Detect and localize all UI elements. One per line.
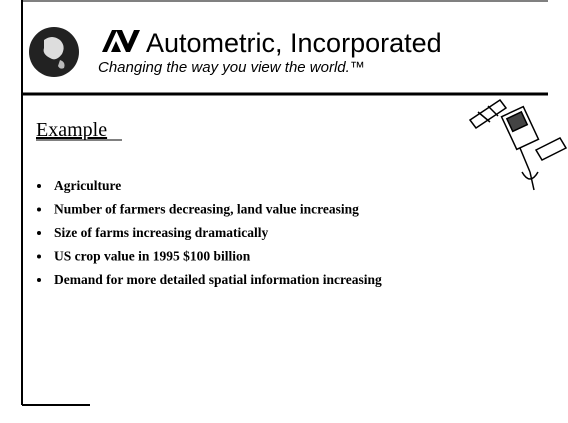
bullet-text: Number of farmers decreasing, land value…	[54, 202, 359, 217]
bullet-dot	[37, 231, 41, 235]
page: Autometric, Incorporated Changing the wa…	[0, 0, 568, 423]
bullet-text: US crop value in 1995 $100 billion	[54, 249, 251, 264]
bullet-text: Demand for more detailed spatial informa…	[54, 272, 382, 287]
bullet-text: Agriculture	[54, 178, 121, 193]
company-name: Autometric, Incorporated	[146, 28, 442, 58]
bullet-dot	[37, 184, 41, 188]
bullet-dot	[37, 255, 41, 259]
slide: Autometric, Incorporated Changing the wa…	[0, 0, 568, 423]
bullet-list: Agriculture Number of farmers decreasing,…	[37, 178, 382, 287]
bullet-text: Size of farms increasing dramatically	[54, 225, 268, 240]
bullet-dot	[37, 278, 41, 282]
slide-heading: Example	[36, 119, 107, 141]
satellite-icon	[470, 100, 566, 190]
brand-mark	[102, 30, 140, 52]
bullet-dot	[37, 208, 41, 212]
globe-logo	[29, 27, 79, 77]
tagline: Changing the way you view the world.™	[98, 59, 365, 76]
